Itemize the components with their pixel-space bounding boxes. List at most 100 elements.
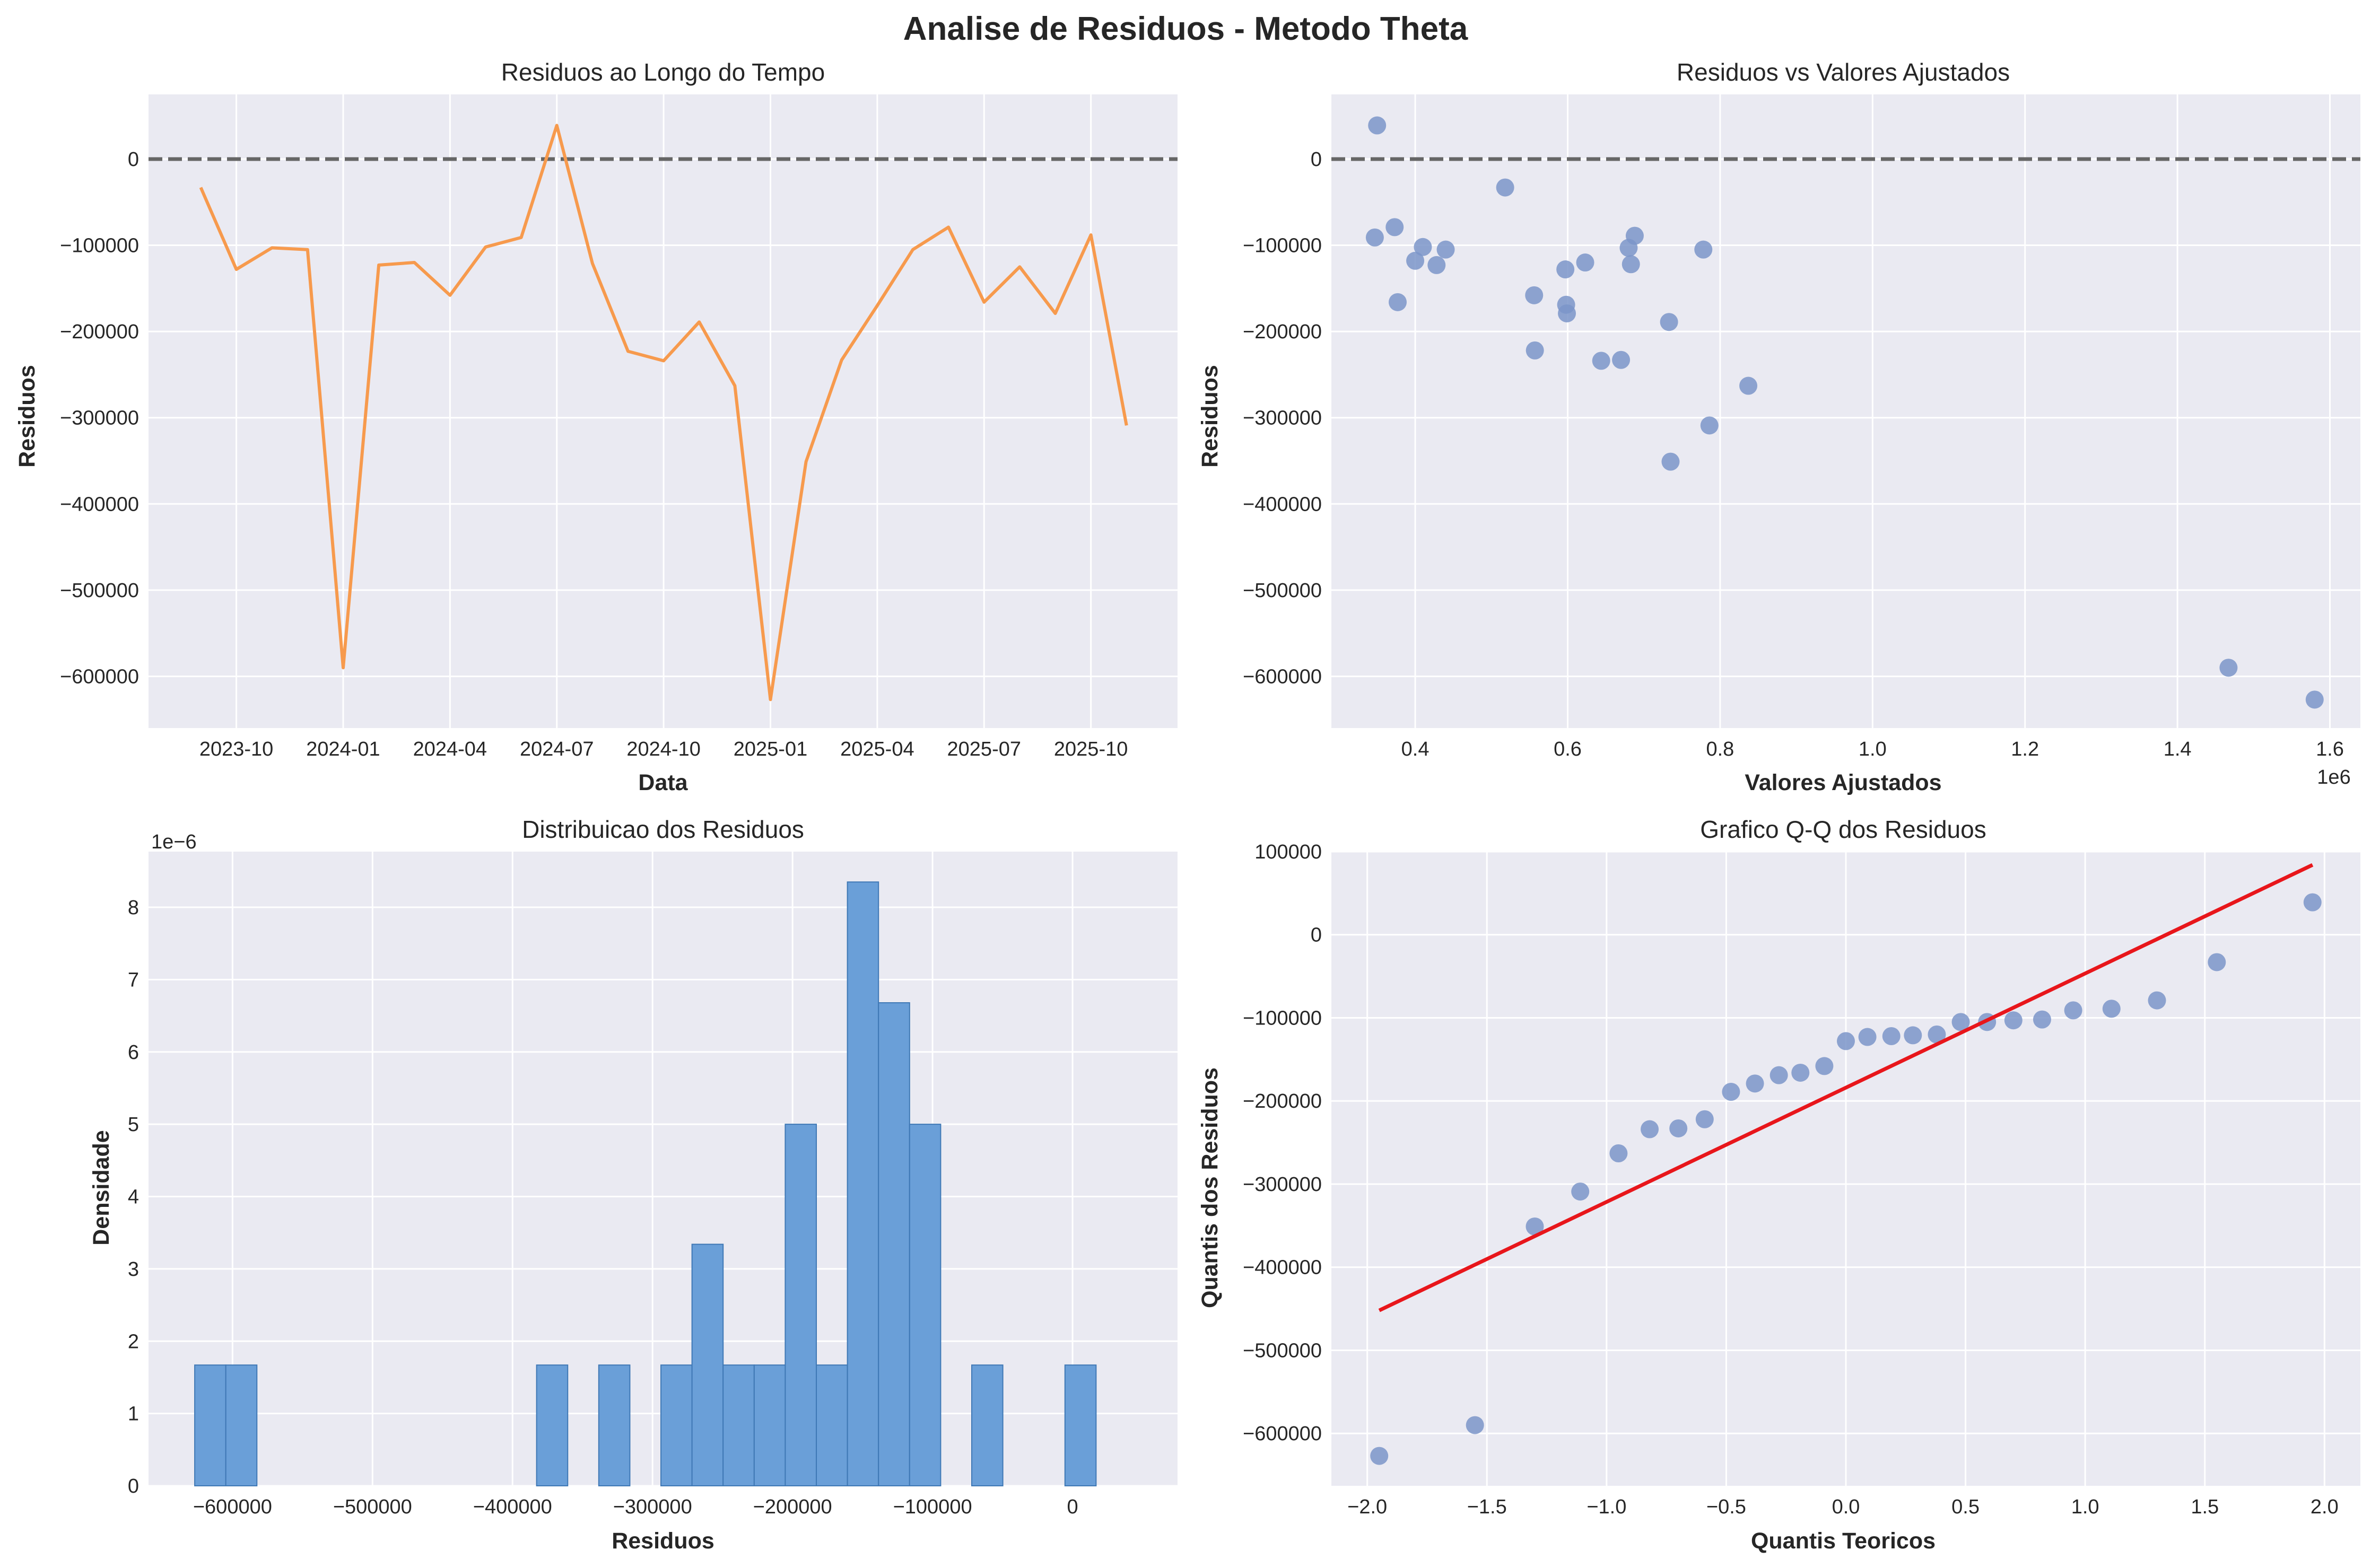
histogram-bar bbox=[691, 1243, 724, 1486]
ticks-hist: 0 1 2 3 4 5 6 7 8 −600000 −500000 −400000 −300000 −20… bbox=[128, 897, 1078, 1518]
qq-point bbox=[2303, 893, 2322, 912]
y-tick-label: 2 bbox=[128, 1330, 139, 1353]
x-tick-label: 1.0 bbox=[2071, 1496, 2099, 1518]
panel-residuals-vs-fitted: 0 −100000 −200000 −300000 −400000 −500000 −600… bbox=[1197, 58, 2360, 795]
ticks-time: 0 −100000 −200000 −300000 −400000 −500000 −600… bbox=[60, 148, 1128, 760]
x-tick-label: −400000 bbox=[473, 1496, 552, 1518]
grid-time bbox=[149, 94, 1178, 728]
y-axis-label-time: Residuos bbox=[14, 365, 40, 468]
qq-point bbox=[1951, 1013, 1970, 1031]
y-tick-label: 3 bbox=[128, 1258, 139, 1281]
y-tick-label: −500000 bbox=[1243, 580, 1322, 602]
scatter-point bbox=[1576, 253, 1594, 272]
scatter-point bbox=[1625, 226, 1644, 245]
x-tick-label: 0 bbox=[1067, 1496, 1078, 1518]
y-tick-label: −400000 bbox=[1243, 1257, 1322, 1279]
x-tick-label: −600000 bbox=[193, 1496, 272, 1518]
grid-qq bbox=[1331, 851, 2360, 1486]
residuals-series-line bbox=[199, 124, 1128, 702]
qq-point bbox=[2064, 1001, 2082, 1020]
x-tick-label: 0.4 bbox=[1401, 738, 1429, 760]
qq-point bbox=[1746, 1074, 1764, 1093]
x-tick-label: 2025-04 bbox=[840, 738, 914, 760]
panel-residuals-over-time: 0 −100000 −200000 −300000 −400000 −500000 −600… bbox=[14, 58, 1178, 795]
x-tick-label: 2024-07 bbox=[520, 738, 594, 760]
scatter-point bbox=[1368, 116, 1387, 135]
histogram-bar bbox=[816, 1364, 848, 1486]
qq-point bbox=[2208, 953, 2226, 971]
scatter-point bbox=[1385, 218, 1404, 236]
scatter-point bbox=[1558, 304, 1576, 322]
y-axis-label-hist: Densidade bbox=[89, 1130, 114, 1245]
y-tick-label: −200000 bbox=[1243, 1090, 1322, 1113]
qq-point bbox=[1641, 1120, 1659, 1138]
y-tick-label: −600000 bbox=[1243, 1423, 1322, 1445]
histogram-bar bbox=[909, 1124, 942, 1486]
qq-point bbox=[1815, 1057, 1834, 1075]
x-tick-label: 1.4 bbox=[2164, 738, 2192, 760]
x-tick-label: −300000 bbox=[613, 1496, 692, 1518]
qq-point bbox=[1466, 1416, 1484, 1434]
panel-qq-plot: 100000 0 −100000 −200000 −300000 −400000 −5000… bbox=[1197, 816, 2360, 1554]
x-tick-label: 0.8 bbox=[1706, 738, 1734, 760]
y-tick-label: −300000 bbox=[1243, 1173, 1322, 1196]
histogram-bar bbox=[536, 1364, 569, 1486]
scatter-point bbox=[1700, 416, 1719, 435]
y-tick-label: −400000 bbox=[60, 493, 139, 515]
x-tick-label: 2024-10 bbox=[626, 738, 700, 760]
y-tick-label: −300000 bbox=[60, 407, 139, 430]
histogram-bar bbox=[753, 1364, 786, 1486]
scatter-point bbox=[2219, 659, 2238, 677]
scatter-point bbox=[1365, 228, 1384, 247]
qq-point bbox=[1791, 1063, 1810, 1082]
x-axis-label-qq: Quantis Teoricos bbox=[1751, 1528, 1936, 1554]
scatter-point bbox=[1406, 251, 1425, 270]
scatter-point bbox=[1660, 313, 1678, 331]
x-tick-label: 1.6 bbox=[2316, 738, 2344, 760]
y-tick-label: −600000 bbox=[60, 665, 139, 688]
y-tick-label: 0 bbox=[128, 1475, 139, 1497]
x-tick-label: 2023-10 bbox=[199, 738, 273, 760]
y-tick-label: 7 bbox=[128, 969, 139, 991]
y-tick-label: 100000 bbox=[1254, 841, 1322, 863]
scatter-point bbox=[1739, 376, 1758, 395]
scatter-point bbox=[2305, 690, 2324, 709]
qq-point bbox=[1571, 1182, 1590, 1201]
scatter-point bbox=[1592, 352, 1610, 370]
x-tick-label: −500000 bbox=[333, 1496, 412, 1518]
y-tick-label: 0 bbox=[128, 148, 139, 171]
qq-point bbox=[1904, 1026, 1922, 1045]
qq-point bbox=[1526, 1217, 1544, 1236]
x-tick-label: −100000 bbox=[893, 1496, 972, 1518]
histogram-bar bbox=[194, 1364, 226, 1486]
panel-title-hist: Distribuicao dos Residuos bbox=[522, 816, 804, 843]
qq-point bbox=[1928, 1025, 1946, 1044]
x-tick-label: 1.5 bbox=[2191, 1496, 2219, 1518]
histogram-bar bbox=[1064, 1364, 1097, 1486]
qq-point bbox=[2102, 1000, 2121, 1018]
y-tick-label: −400000 bbox=[1243, 493, 1322, 515]
y-tick-label: −200000 bbox=[60, 321, 139, 343]
qq-point bbox=[1669, 1119, 1688, 1137]
panel-distribution: 0 1 2 3 4 5 6 7 8 −600000 −500000 −400000 −300000 −20… bbox=[89, 816, 1178, 1554]
qq-point bbox=[2148, 991, 2166, 1010]
histogram-bar bbox=[225, 1364, 258, 1486]
y-tick-label: 1 bbox=[128, 1403, 139, 1425]
x-axis-label-time: Data bbox=[638, 770, 688, 795]
y-tick-label: −500000 bbox=[60, 580, 139, 602]
ticks-qq: 100000 0 −100000 −200000 −300000 −400000 −5000… bbox=[1243, 841, 2339, 1518]
scatter-point bbox=[1496, 178, 1514, 197]
y-tick-label: 0 bbox=[1311, 148, 1322, 171]
x-tick-label: 2025-10 bbox=[1054, 738, 1128, 760]
y-tick-label: −100000 bbox=[60, 235, 139, 257]
y-tick-label: −200000 bbox=[1243, 321, 1322, 343]
scatter-point bbox=[1694, 240, 1713, 259]
figure-title: Analise de Residuos - Metodo Theta bbox=[903, 11, 1468, 47]
scatter-point bbox=[1556, 260, 1575, 279]
x-tick-label: −1.0 bbox=[1587, 1496, 1626, 1518]
scatter-point bbox=[1389, 293, 1407, 311]
qq-point bbox=[1769, 1066, 1788, 1084]
x-tick-label: 0.6 bbox=[1554, 738, 1582, 760]
y-tick-label: 4 bbox=[128, 1186, 139, 1208]
